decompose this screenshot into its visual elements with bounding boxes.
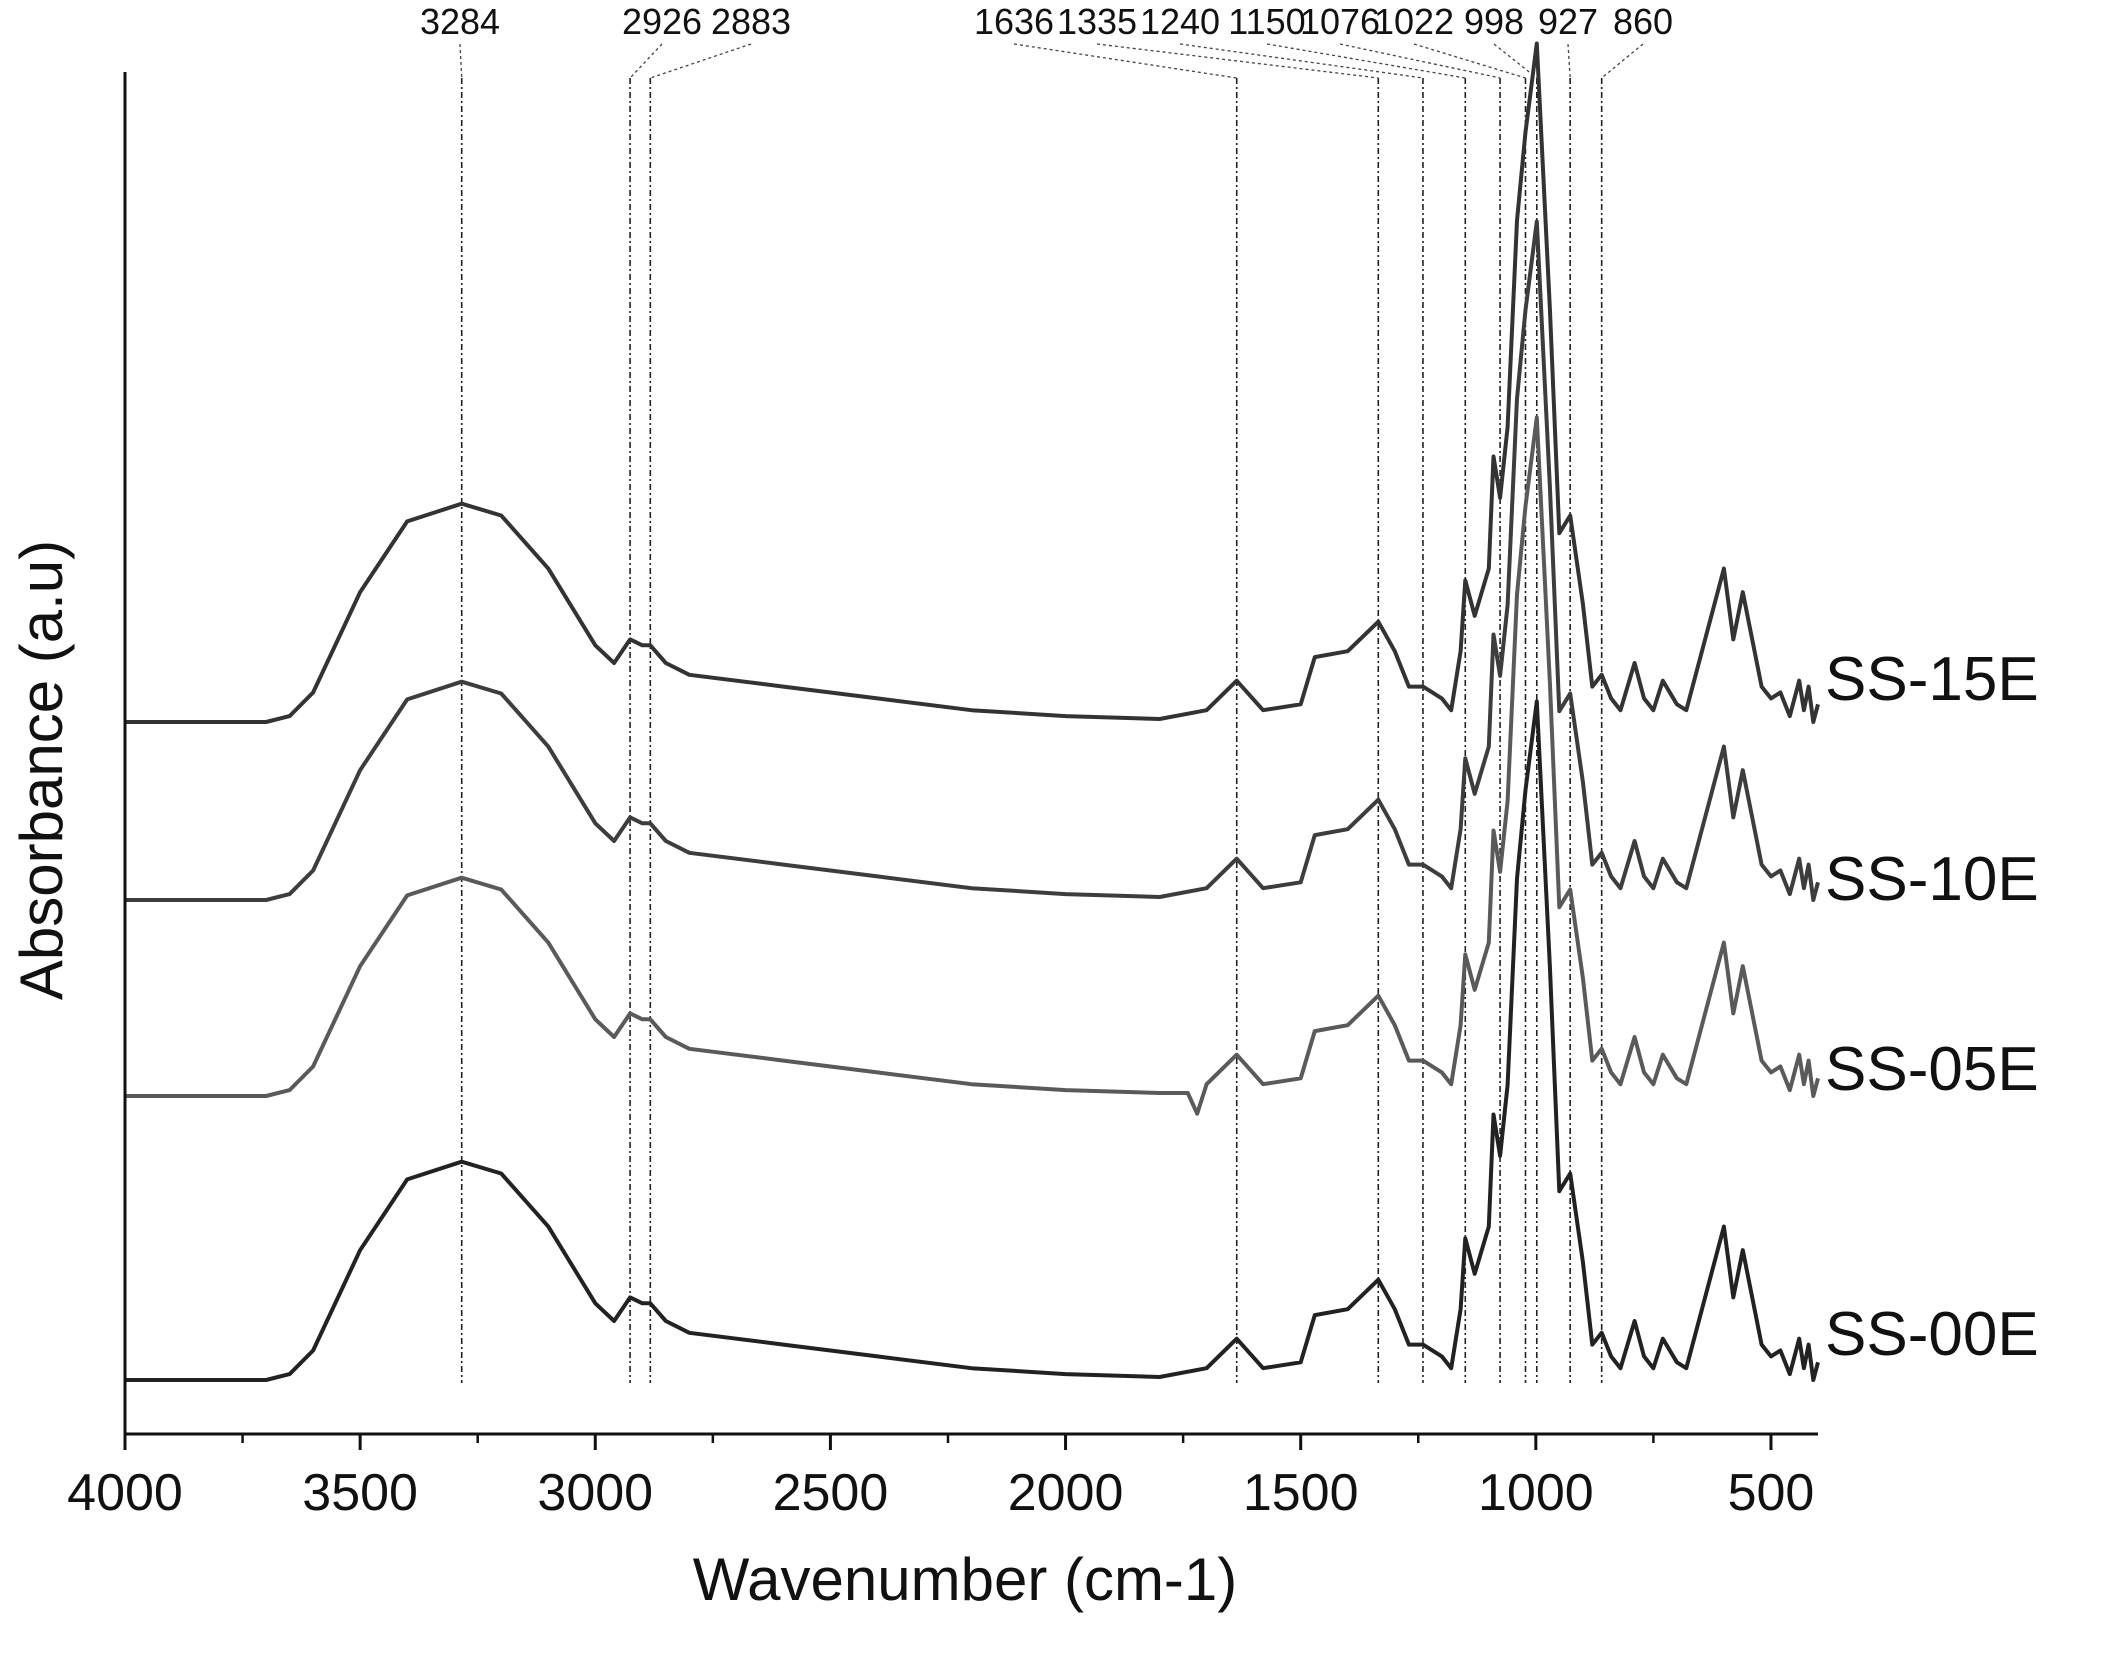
series-line-SS-15E <box>125 41 1820 724</box>
x-tick-label-500: 500 <box>1728 1464 1815 1522</box>
peak-leader-1022 <box>1413 43 1526 79</box>
series-labels: SS-15E SS-10E SS-05E SS-00E <box>1825 645 2039 1369</box>
x-axis-title: Wavenumber (cm-1) <box>693 1546 1238 1613</box>
peak-label-1335: 1335 <box>1057 1 1137 42</box>
x-tick-label-3500: 3500 <box>302 1464 418 1522</box>
peak-label-1150: 1150 <box>1228 1 1305 42</box>
peak-leader-2883 <box>650 43 752 79</box>
x-tick-label-4000: 4000 <box>67 1464 183 1522</box>
y-axis-title: Absorbance (a.u) <box>8 540 75 1000</box>
peak-leader-860 <box>1601 43 1644 79</box>
peak-label-3284: 3284 <box>420 1 500 42</box>
peak-leader-1240 <box>1179 43 1424 79</box>
peak-label-860: 860 <box>1613 1 1673 42</box>
peak-leader-1636 <box>1013 43 1237 79</box>
peak-leader-2926 <box>629 43 663 79</box>
peak-label-998: 998 <box>1464 1 1524 42</box>
peak-label-927: 927 <box>1538 1 1598 42</box>
x-tick-label-3000: 3000 <box>537 1464 653 1522</box>
peak-label-1076: 1076 <box>1300 1 1380 42</box>
peak-label-2883: 2883 <box>711 1 791 42</box>
series-line-SS-05E <box>125 415 1820 1116</box>
x-axis-ticks: 4000 3500 3000 2500 2000 1500 1000 500 <box>67 1434 1814 1522</box>
peak-leader-1335 <box>1096 43 1379 79</box>
peak-marker-lines <box>459 43 1644 1383</box>
peak-leader-3284 <box>459 43 463 79</box>
x-tick-label-1000: 1000 <box>1478 1464 1594 1522</box>
series-line-SS-10E <box>125 219 1820 902</box>
x-tick-label-2000: 2000 <box>1008 1464 1124 1522</box>
x-tick-label-2500: 2500 <box>773 1464 889 1522</box>
series-label-SS-10E: SS-10E <box>1825 845 2039 914</box>
peak-label-2926: 2926 <box>622 1 702 42</box>
spectra-series <box>125 41 1820 1382</box>
series-label-SS-05E: SS-05E <box>1825 1035 2039 1104</box>
peak-label-1240: 1240 <box>1140 1 1220 42</box>
axes <box>123 72 1818 1436</box>
peak-label-1022: 1022 <box>1374 1 1454 42</box>
series-label-SS-15E: SS-15E <box>1825 645 2039 714</box>
series-line-SS-00E <box>125 699 1820 1382</box>
peak-leader-998 <box>1493 43 1538 79</box>
series-label-SS-00E: SS-00E <box>1825 1300 2039 1369</box>
peak-label-1636: 1636 <box>974 1 1054 42</box>
peak-leader-927 <box>1567 43 1571 79</box>
x-tick-label-1500: 1500 <box>1243 1464 1359 1522</box>
